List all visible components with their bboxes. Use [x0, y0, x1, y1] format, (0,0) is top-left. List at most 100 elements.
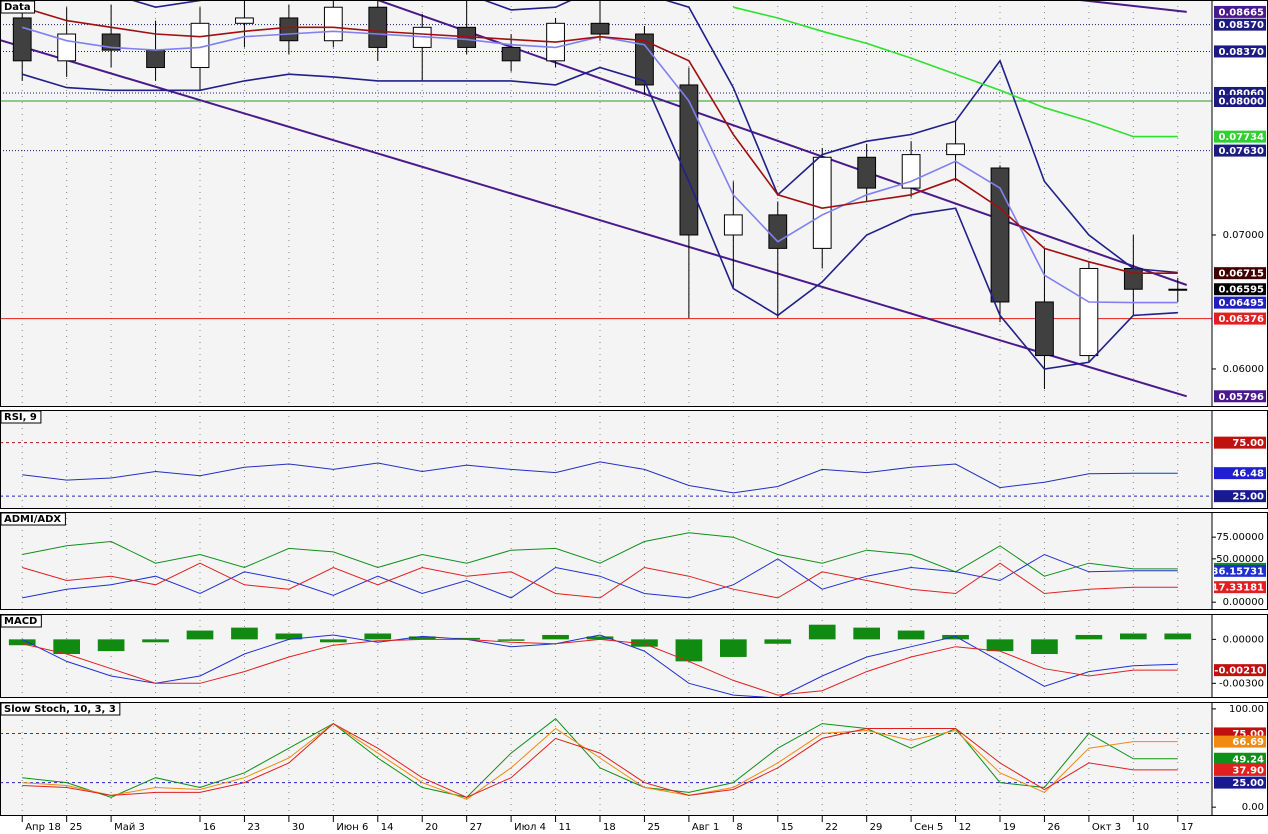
x-tick-label: Сен 5: [914, 822, 943, 833]
series-line: [22, 722, 1178, 800]
panel-title: Slow Stoch, 10, 3, 3: [4, 704, 116, 715]
price-tag-label: 0.08000: [1218, 97, 1264, 108]
candle-body: [812, 156, 832, 249]
y-tick-label: 0.07000: [1223, 230, 1264, 241]
price-tag-label: 0.05796: [1218, 392, 1264, 403]
series-line: [22, 553, 1178, 599]
x-tick-label: 23: [247, 822, 260, 833]
x-tick-label: Авг 1: [692, 822, 720, 833]
price-tag-label: 0.08665: [1218, 7, 1264, 18]
x-tick-label: 26: [1047, 822, 1060, 833]
panel-title: RSI, 9: [4, 412, 37, 423]
candle-body: [1079, 267, 1099, 357]
y-tick-label: 50.00000: [1216, 554, 1264, 565]
price-tag-label: 66.69: [1232, 737, 1264, 748]
price-tag: [1214, 283, 1266, 296]
histogram-bar: [275, 633, 303, 640]
panel-title: ADMI/ADX: [4, 514, 61, 525]
price-tag-label: 0.06495: [1218, 298, 1264, 309]
panel-title: Data: [4, 2, 31, 13]
panel-bg: [0, 702, 1212, 816]
price-tag: [1214, 390, 1266, 403]
histogram-bar: [8, 639, 36, 646]
price-tag-label: 0.06715: [1218, 269, 1264, 280]
price-tag: [1214, 267, 1266, 280]
price-tag: [1214, 752, 1266, 765]
panel-title-bg: [0, 0, 36, 14]
candle-body: [368, 6, 388, 48]
candle-body: [723, 214, 743, 236]
series-line: [22, 722, 1178, 798]
histogram-bar: [1031, 639, 1058, 655]
price-tag: [1214, 45, 1266, 58]
price-tag: [1214, 144, 1266, 157]
price-tag-label: 46.48: [1232, 469, 1264, 480]
candle-body: [146, 49, 165, 69]
x-tick-label: 8: [736, 822, 742, 833]
axis-bg: [1212, 614, 1268, 698]
candle-body: [946, 143, 965, 156]
candle-body: [12, 17, 32, 62]
x-tick-label: 18: [603, 822, 616, 833]
panel: [0, 0, 1212, 407]
y-tick-label: 0.00000: [1223, 597, 1264, 608]
panel: [0, 410, 1212, 509]
histogram-bar: [586, 636, 614, 640]
panel-bg: [0, 614, 1212, 698]
price-tag-label: 0.07630: [1218, 146, 1264, 157]
series-line: [733, 6, 1178, 138]
panel-title-bg: [0, 614, 42, 628]
series-line: [22, 532, 1178, 577]
y-tick-label: 0.00000: [1223, 634, 1264, 645]
series-line: [22, 562, 1178, 599]
price-tag: [1214, 490, 1266, 503]
candle-body: [235, 17, 254, 24]
panel-bg: [0, 410, 1212, 509]
price-tag-label: 0.07734: [1218, 132, 1264, 143]
histogram-bar: [897, 630, 925, 640]
price-tag: [1214, 130, 1266, 143]
trend-line: [0, 39, 1187, 398]
histogram-bar: [1120, 633, 1147, 640]
histogram-bar: [1164, 633, 1192, 640]
axis-bg: [1212, 0, 1268, 407]
price-tag: [1214, 763, 1266, 776]
histogram-bar: [231, 627, 258, 640]
price-tag: [1214, 436, 1266, 449]
histogram-bar: [453, 637, 480, 640]
price-tag: [1214, 581, 1266, 594]
histogram-bar: [53, 639, 80, 655]
price-tag-label: -0.00210: [1214, 666, 1264, 677]
price-tag: [1214, 776, 1266, 789]
panel: [21, 512, 1179, 610]
panel-title: MACD: [4, 616, 37, 627]
y-tick-label: 75.00000: [1216, 532, 1264, 543]
price-tag-label: 75.00: [1232, 729, 1264, 740]
histogram-bar: [408, 636, 436, 640]
candle-body: [990, 167, 1010, 303]
series-line: [22, 638, 1178, 696]
histogram-bar: [764, 639, 792, 644]
price-tag: [1214, 18, 1266, 31]
histogram-bar: [97, 639, 125, 652]
candle-body: [590, 22, 610, 35]
x-tick-label: 27: [470, 822, 483, 833]
price-tag-label: 25.00: [1232, 778, 1264, 789]
x-tick-label: Май 3: [114, 822, 145, 833]
price-tag-label: 0.08060: [1218, 88, 1264, 99]
x-tick-label: 19: [1003, 822, 1016, 833]
x-tick-label: 14: [381, 822, 394, 833]
histogram-bar: [808, 624, 836, 640]
price-tag-label: 36.15731: [1211, 566, 1264, 577]
x-tick-label: Июн 6: [336, 822, 368, 833]
price-tag: [1214, 735, 1266, 748]
candle-body: [501, 46, 521, 62]
price-tag-label: 49.24: [1232, 754, 1264, 765]
price-tag-label: 37.90: [1232, 765, 1264, 776]
x-tick-label: 22: [825, 822, 838, 833]
y-tick-label: 100.00: [1229, 704, 1264, 715]
histogram-bar: [986, 639, 1014, 652]
series-line: [22, 718, 1178, 798]
price-tag-label: 0.08370: [1218, 47, 1264, 58]
